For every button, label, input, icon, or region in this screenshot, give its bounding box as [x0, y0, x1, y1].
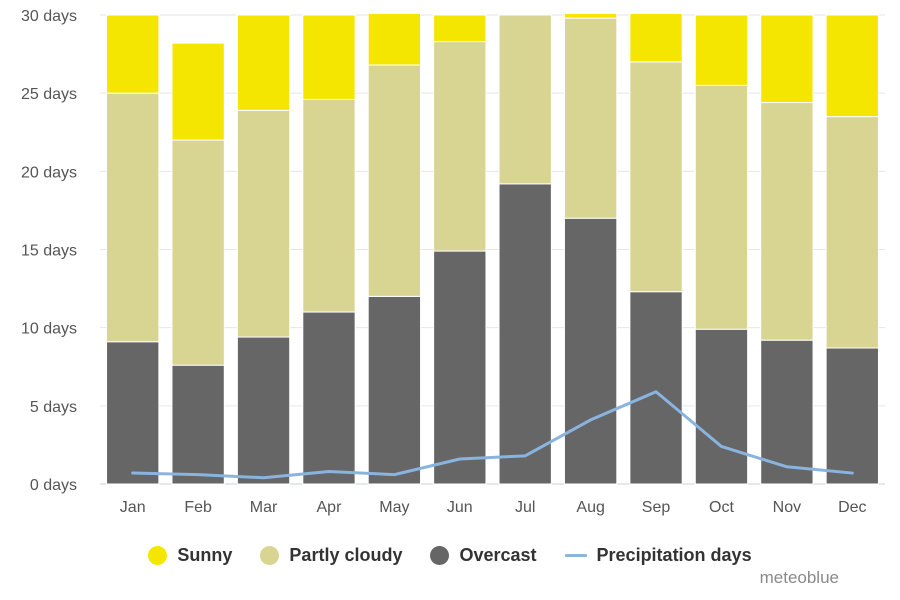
bar-partly-cloudy-dec: [825, 116, 879, 349]
y-tick-label-5: 5 days: [30, 399, 77, 416]
legend-swatch-sunny: [148, 545, 168, 565]
y-tick-label-25: 25 days: [21, 86, 77, 103]
chart-legend: Sunny Partly cloudy Overcast Precipitati…: [0, 540, 900, 570]
bar-sunny-dec: [825, 14, 879, 118]
bar-overcast-oct: [694, 328, 749, 485]
bar-overcast-apr: [302, 311, 356, 485]
bar-sunny-nov: [760, 14, 814, 104]
legend-item-precipitation-days[interactable]: Precipitation days: [564, 544, 752, 566]
x-tick-label-nov: Nov: [773, 499, 801, 516]
bar-sunny-may: [367, 12, 422, 66]
bar-overcast-jan: [106, 341, 160, 485]
x-tick-label-dec: Dec: [838, 499, 866, 516]
legend-item-partly-cloudy[interactable]: Partly cloudy: [260, 545, 402, 566]
bar-overcast-jul: [498, 183, 552, 485]
bar-overcast-may: [367, 295, 422, 485]
bar-partly-cloudy-jun: [433, 41, 487, 252]
bar-sunny-sep: [629, 12, 683, 63]
bar-sunny-aug: [563, 12, 618, 19]
y-tick-label-30: 30 days: [21, 8, 77, 25]
bar-sunny-apr: [302, 14, 356, 100]
y-tick-label-15: 15 days: [21, 243, 77, 260]
meteoblue-credit[interactable]: meteoblue: [759, 568, 839, 587]
x-tick-label-jun: Jun: [447, 499, 473, 516]
bar-sunny-jan: [106, 14, 160, 94]
y-tick-label-20: 20 days: [21, 164, 77, 181]
bar-partly-cloudy-oct: [694, 84, 749, 330]
legend-swatch-precipitation-days: [564, 553, 587, 557]
x-tick-label-may: May: [379, 499, 409, 516]
bar-partly-cloudy-mar: [236, 109, 291, 338]
x-tick-label-aug: Aug: [576, 499, 604, 516]
legend-label-partly-cloudy: Partly cloudy: [289, 544, 403, 565]
legend-item-overcast[interactable]: Overcast: [430, 544, 537, 566]
bar-partly-cloudy-jan: [106, 92, 160, 343]
legend-label-overcast: Overcast: [459, 544, 537, 565]
bar-overcast-jun: [433, 250, 487, 485]
y-tick-label-0: 0 days: [30, 477, 77, 494]
bar-sunny-mar: [236, 14, 291, 111]
bar-partly-cloudy-jul: [498, 14, 552, 185]
x-tick-label-apr: Apr: [317, 499, 343, 516]
legend-swatch-partly-cloudy: [260, 545, 280, 565]
bar-sunny-feb: [171, 42, 225, 141]
y-tick-label-10: 10 days: [21, 321, 77, 338]
bar-sunny-jun: [433, 14, 487, 43]
bar-overcast-sep: [629, 291, 683, 485]
bar-overcast-aug: [563, 217, 618, 485]
bar-partly-cloudy-feb: [171, 139, 225, 366]
bar-partly-cloudy-sep: [629, 61, 683, 293]
legend-swatch-overcast: [430, 545, 450, 565]
bar-overcast-feb: [171, 364, 225, 485]
legend-label-sunny: Sunny: [177, 544, 233, 565]
bar-partly-cloudy-aug: [563, 17, 618, 219]
x-tick-label-feb: Feb: [184, 499, 212, 516]
legend-label-precipitation-days: Precipitation days: [596, 544, 752, 565]
x-tick-label-jan: Jan: [120, 499, 146, 516]
bar-sunny-oct: [694, 14, 749, 86]
bar-overcast-dec: [825, 347, 879, 485]
bar-partly-cloudy-nov: [760, 102, 814, 341]
bar-partly-cloudy-may: [367, 64, 422, 297]
x-tick-label-sep: Sep: [642, 499, 671, 516]
legend-item-sunny[interactable]: Sunny: [148, 545, 232, 566]
x-tick-label-jul: Jul: [515, 499, 535, 516]
x-tick-label-oct: Oct: [709, 499, 734, 516]
line-precipitation-days: [131, 390, 854, 480]
x-tick-label-mar: Mar: [250, 499, 278, 516]
bar-overcast-mar: [236, 336, 291, 485]
bar-partly-cloudy-apr: [302, 98, 356, 313]
